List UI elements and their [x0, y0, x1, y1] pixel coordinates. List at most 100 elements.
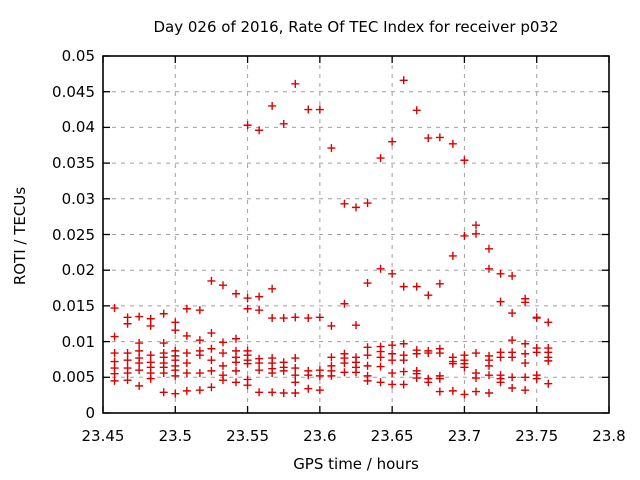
plus-marker	[435, 374, 444, 383]
plus-marker	[376, 353, 385, 362]
plus-marker	[471, 229, 480, 238]
plus-marker	[327, 144, 336, 153]
plus-marker	[195, 306, 204, 315]
plus-marker	[159, 339, 168, 348]
plus-marker	[243, 359, 252, 368]
plus-marker	[399, 339, 408, 348]
plus-marker	[376, 362, 385, 371]
x-axis-label: GPS time / hours	[293, 455, 419, 473]
plus-marker	[460, 231, 469, 240]
y-tick-label: 0.035	[52, 154, 95, 173]
plus-marker	[232, 358, 241, 367]
plus-marker	[435, 279, 444, 288]
plus-marker	[460, 363, 469, 372]
plus-marker	[291, 313, 300, 322]
plus-marker	[460, 156, 469, 165]
plus-marker	[255, 366, 264, 375]
plus-marker	[448, 359, 457, 368]
plus-marker	[159, 388, 168, 397]
plus-marker	[268, 369, 277, 378]
plus-marker	[399, 76, 408, 85]
plus-marker	[544, 318, 553, 327]
plus-marker	[195, 336, 204, 345]
plus-marker	[279, 314, 288, 323]
plus-marker	[182, 369, 191, 378]
plus-marker	[340, 359, 349, 368]
plus-marker	[291, 354, 300, 363]
plus-marker	[485, 389, 494, 398]
plus-marker	[376, 264, 385, 273]
plus-marker	[207, 366, 216, 375]
plus-marker	[508, 271, 517, 280]
plus-marker	[207, 356, 216, 365]
plus-marker	[123, 356, 132, 365]
plus-marker	[496, 353, 505, 362]
y-tick-label: 0	[85, 404, 95, 422]
plus-marker	[279, 119, 288, 128]
plus-marker	[448, 139, 457, 148]
plus-marker	[255, 388, 264, 397]
plus-marker	[340, 368, 349, 377]
plus-marker	[508, 353, 517, 362]
plus-marker	[315, 371, 324, 380]
plus-marker	[424, 378, 433, 387]
plus-marker	[388, 269, 397, 278]
plus-marker	[268, 388, 277, 397]
plus-marker	[110, 304, 119, 313]
plus-marker	[182, 386, 191, 395]
plus-marker	[352, 321, 360, 330]
plus-marker	[399, 356, 408, 365]
y-tick-label: 0.015	[52, 296, 95, 315]
plus-marker	[352, 368, 360, 377]
plus-marker	[218, 281, 227, 290]
plus-marker	[327, 371, 336, 380]
plus-marker	[412, 349, 421, 358]
plus-marker	[255, 292, 264, 301]
plus-marker	[435, 387, 444, 396]
plus-marker	[279, 366, 288, 375]
plus-marker	[340, 199, 349, 208]
x-tick-label: 23.75	[515, 427, 559, 445]
plus-marker	[243, 294, 252, 303]
plus-marker	[123, 376, 132, 385]
plus-marker	[182, 304, 191, 313]
plus-marker	[291, 371, 300, 380]
plus-marker	[435, 349, 444, 358]
plus-marker	[218, 376, 227, 385]
plus-marker	[304, 384, 313, 393]
plus-marker	[135, 381, 144, 390]
plus-marker	[448, 251, 457, 260]
plus-marker	[363, 376, 372, 385]
plus-marker	[268, 314, 277, 323]
plus-marker	[218, 338, 227, 347]
plus-marker	[544, 356, 553, 365]
x-tick-label: 23.6	[303, 427, 337, 445]
plus-marker	[171, 371, 180, 380]
plus-marker	[171, 389, 180, 398]
x-tick-label: 23.5	[158, 427, 192, 445]
plus-marker	[232, 334, 241, 343]
plus-marker	[544, 379, 553, 388]
plus-marker	[424, 134, 433, 143]
plus-marker	[532, 348, 541, 357]
plus-marker	[218, 361, 227, 370]
plus-marker	[471, 349, 480, 358]
plus-marker	[182, 331, 191, 340]
plus-marker	[291, 79, 300, 88]
plus-marker	[424, 349, 433, 358]
plus-marker	[363, 343, 372, 352]
plus-marker	[146, 374, 155, 383]
y-tick-label: 0.01	[61, 332, 95, 351]
plus-marker	[207, 383, 216, 392]
plus-marker	[352, 203, 360, 212]
plus-marker	[304, 371, 313, 380]
plus-marker	[521, 386, 530, 395]
plus-marker	[496, 378, 505, 387]
plus-marker	[376, 154, 385, 163]
plus-marker	[123, 349, 132, 358]
plus-marker	[363, 199, 372, 208]
plus-marker	[243, 304, 252, 313]
y-tick-label: 0.025	[52, 225, 95, 244]
x-tick-label: 23.7	[447, 427, 482, 445]
